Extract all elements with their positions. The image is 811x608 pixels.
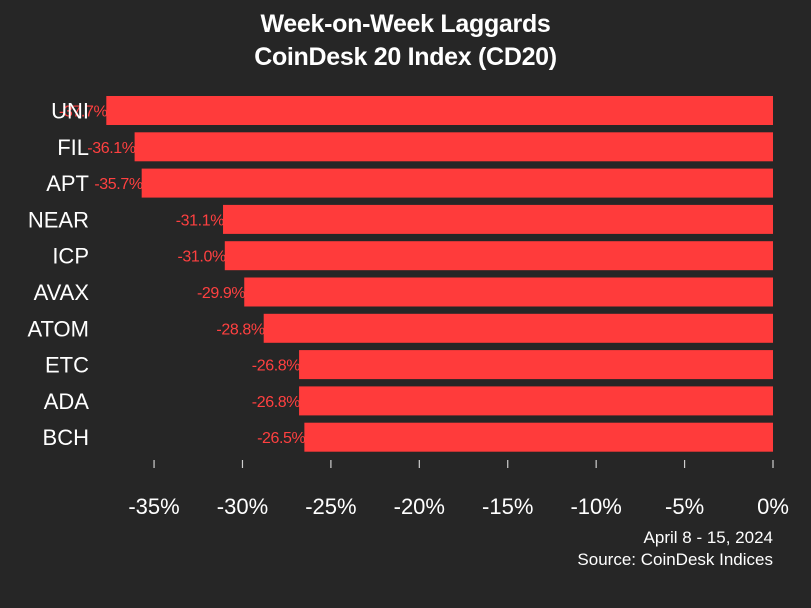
- category-label-ada: ADA: [44, 389, 90, 414]
- bar-etc: [299, 350, 773, 380]
- x-tick-label: 0%: [757, 494, 789, 519]
- bar-icp: [224, 241, 773, 271]
- data-label-apt: -35.7%: [94, 176, 142, 193]
- x-tick-label: -35%: [128, 494, 179, 519]
- category-label-atom: ATOM: [27, 316, 89, 341]
- x-tick-label: -15%: [482, 494, 533, 519]
- x-tick-label: -20%: [394, 494, 445, 519]
- category-label-fil: FIL: [57, 135, 89, 160]
- data-label-icp: -31.0%: [177, 249, 225, 266]
- x-tick-label: -30%: [217, 494, 268, 519]
- chart-title: Week-on-Week Laggards: [260, 10, 551, 38]
- data-label-bch: -26.5%: [257, 430, 305, 447]
- bar-apt: [141, 168, 773, 198]
- bar-ada: [299, 386, 773, 416]
- bar-uni: [106, 96, 774, 125]
- date-range: April 8 - 15, 2024: [643, 528, 773, 547]
- x-tick-label: -5%: [665, 494, 704, 519]
- data-label-uni: -37.7%: [59, 104, 107, 121]
- category-label-bch: BCH: [43, 425, 89, 450]
- data-label-ada: -26.8%: [252, 394, 300, 411]
- category-label-apt: APT: [46, 171, 89, 196]
- data-label-avax: -29.9%: [197, 285, 245, 302]
- category-label-etc: ETC: [45, 353, 89, 378]
- source-note: Source: CoinDesk Indices: [577, 550, 773, 569]
- bar-atom: [263, 313, 773, 343]
- data-label-near: -31.1%: [176, 212, 224, 229]
- chart-subtitle: CoinDesk 20 Index (CD20): [254, 43, 557, 71]
- category-label-near: NEAR: [28, 207, 89, 232]
- category-label-uni: UNI: [51, 99, 89, 124]
- data-label-atom: -28.8%: [216, 321, 264, 338]
- bar-bch: [304, 422, 773, 452]
- bar-near: [223, 204, 773, 234]
- category-label-icp: ICP: [52, 244, 89, 269]
- bar-fil: [134, 132, 774, 162]
- category-label-avax: AVAX: [34, 280, 90, 305]
- x-tick-label: -10%: [570, 494, 621, 519]
- data-label-etc: -26.8%: [252, 358, 300, 375]
- bar-avax: [244, 277, 773, 307]
- x-tick-label: -25%: [305, 494, 356, 519]
- data-label-fil: -36.1%: [87, 140, 135, 157]
